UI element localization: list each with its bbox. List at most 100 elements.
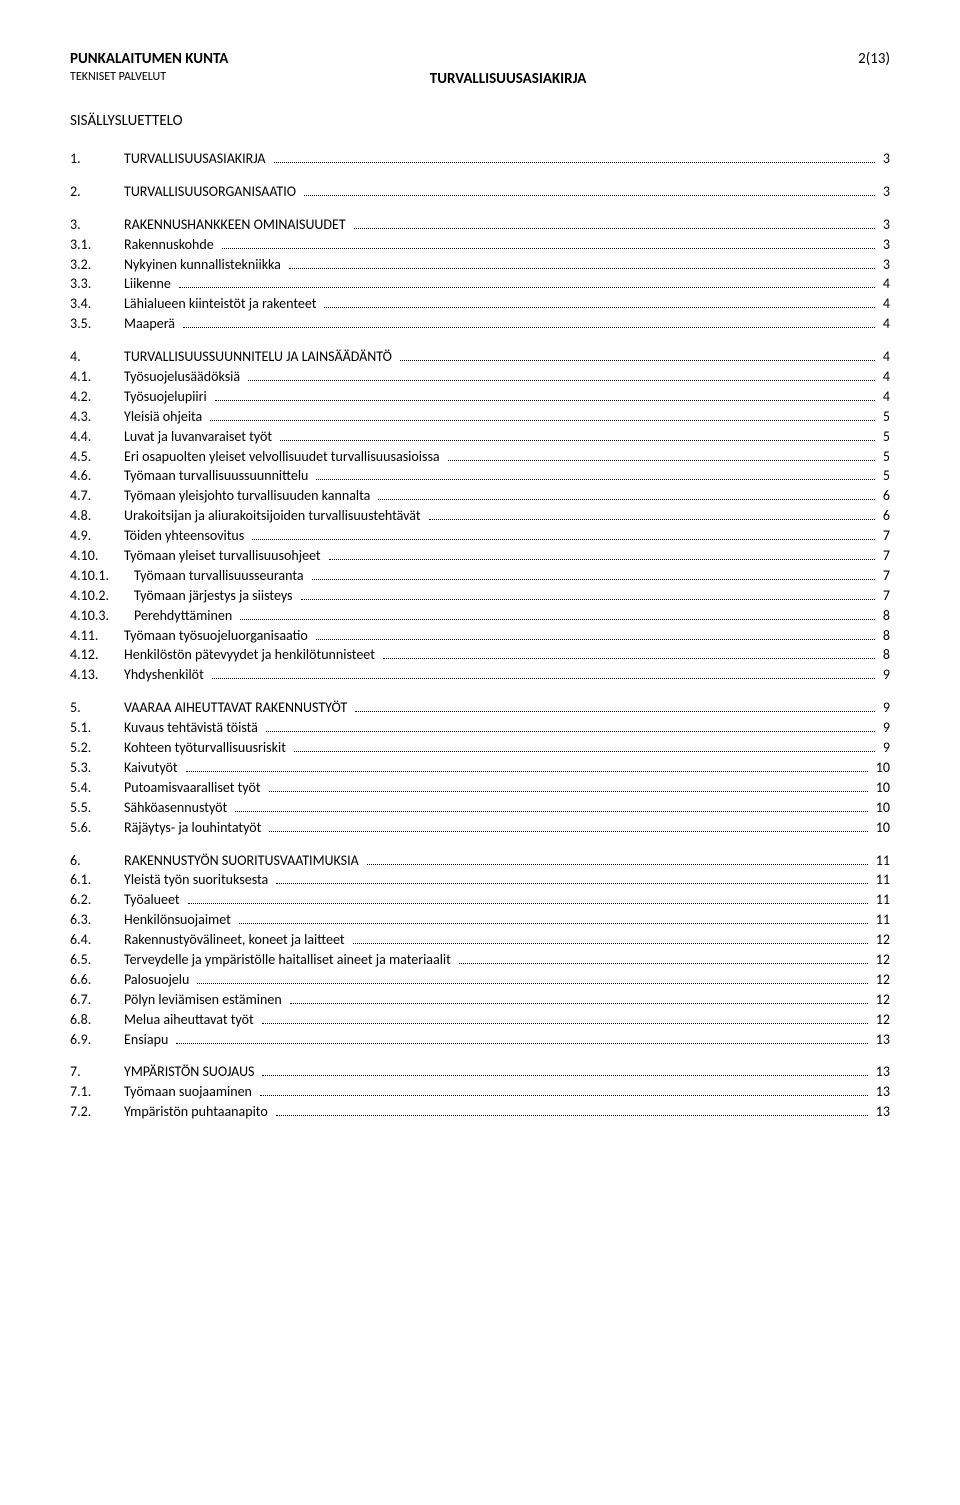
toc-entry-text: Työmaan turvallisuusseuranta xyxy=(134,567,308,586)
toc-entry-number: 6.8. xyxy=(70,1011,124,1030)
toc-entry-page: 7 xyxy=(879,567,890,586)
toc-entry-page: 3 xyxy=(879,216,890,235)
toc-entry-dots xyxy=(262,1023,868,1024)
toc-entry: 4.11.Työmaan työsuojeluorganisaatio8 xyxy=(70,627,890,646)
toc-entry-number: 3. xyxy=(70,216,124,235)
toc-entry-page: 5 xyxy=(879,467,890,486)
toc-entry-dots xyxy=(215,400,875,401)
header-doc-title: TURVALLISUUSASIAKIRJA xyxy=(166,70,850,88)
toc-entry-dots xyxy=(179,287,875,288)
toc-entry-dots xyxy=(353,943,868,944)
toc-entry-number: 5.4. xyxy=(70,779,124,798)
toc-entry: 3.RAKENNUSHANKKEEN OMINAISUUDET 3 xyxy=(70,216,890,235)
toc-entry: 6.3.Henkilönsuojaimet 11 xyxy=(70,911,890,930)
toc-entry-page: 4 xyxy=(879,315,890,334)
toc-entry-page: 10 xyxy=(872,779,890,798)
toc-entry-number: 3.3. xyxy=(70,275,124,294)
toc-entry-number: 7.2. xyxy=(70,1103,124,1122)
toc-entry-number: 3.4. xyxy=(70,295,124,314)
toc-entry-number: 6. xyxy=(70,852,124,871)
toc-entry-dots xyxy=(329,559,875,560)
toc-entry-number: 4.10.3. xyxy=(70,607,134,626)
toc-entry-number: 3.5. xyxy=(70,315,124,334)
toc-entry-dots xyxy=(276,1115,868,1116)
toc-group: 2.TURVALLISUUSORGANISAATIO3 xyxy=(70,183,890,202)
toc-entry-page: 3 xyxy=(879,256,890,275)
toc-entry-dots xyxy=(459,963,868,964)
toc-entry-dots xyxy=(429,519,875,520)
toc-group: 4.TURVALLISUUSSUUNNITELU JA LAINSÄÄDÄNTÖ… xyxy=(70,348,890,685)
toc-entry-dots xyxy=(301,599,875,600)
toc-entry: 7.2.Ympäristön puhtaanapito13 xyxy=(70,1103,890,1122)
toc-entry-page: 8 xyxy=(879,607,890,626)
toc-entry: 4.7.Työmaan yleisjohto turvallisuuden ka… xyxy=(70,487,890,506)
toc-entry-text: Lähialueen kiinteistöt ja rakenteet xyxy=(124,295,320,314)
toc-entry: 5.VAARAA AIHEUTTAVAT RAKENNUSTYÖT9 xyxy=(70,699,890,718)
toc-entry-dots xyxy=(222,248,875,249)
toc-entry: 6.2.Työalueet11 xyxy=(70,891,890,910)
toc-entry-text: Palosuojelu xyxy=(124,971,193,990)
toc-entry-page: 11 xyxy=(872,871,890,890)
toc-entry: 3.2.Nykyinen kunnallistekniikka3 xyxy=(70,256,890,275)
toc-entry-text: Henkilönsuojaimet xyxy=(124,911,235,930)
toc-entry: 4.6.Työmaan turvallisuussuunnittelu5 xyxy=(70,467,890,486)
toc-entry-number: 6.3. xyxy=(70,911,124,930)
toc-entry: 7.1.Työmaan suojaaminen13 xyxy=(70,1083,890,1102)
toc-entry: 5.3.Kaivutyöt10 xyxy=(70,759,890,778)
toc-entry: 5.5.Sähköasennustyöt10 xyxy=(70,799,890,818)
toc-entry-text: RAKENNUSHANKKEEN OMINAISUUDET xyxy=(124,216,350,235)
toc-entry-page: 12 xyxy=(872,1011,890,1030)
toc-entry-text: Työsuojelupiiri xyxy=(124,388,211,407)
toc-entry-dots xyxy=(383,658,875,659)
toc-entry-number: 4.11. xyxy=(70,627,124,646)
toc-entry: 4.1.Työsuojelusäädöksiä4 xyxy=(70,368,890,387)
toc-entry-number: 5.1. xyxy=(70,719,124,738)
toc-entry-text: Urakoitsijan ja aliurakoitsijoiden turva… xyxy=(124,507,425,526)
toc-entry-number: 7.1. xyxy=(70,1083,124,1102)
toc-entry: 3.1.Rakennuskohde3 xyxy=(70,236,890,255)
toc-entry-number: 5. xyxy=(70,699,124,718)
toc-entry: 4.2.Työsuojelupiiri4 xyxy=(70,388,890,407)
toc-entry: 4.5.Eri osapuolten yleiset velvollisuude… xyxy=(70,448,890,467)
toc-entry-text: YMPÄRISTÖN SUOJAUS xyxy=(124,1063,258,1082)
toc-entry-number: 1. xyxy=(70,150,124,169)
toc-entry-dots xyxy=(252,539,875,540)
toc-entry-text: Eri osapuolten yleiset velvollisuudet tu… xyxy=(124,448,444,467)
toc-entry-text: Työmaan suojaaminen xyxy=(124,1083,256,1102)
toc-entry-text: Rakennuskohde xyxy=(124,236,218,255)
toc-entry: 6.1.Yleistä työn suorituksesta11 xyxy=(70,871,890,890)
toc-entry-dots xyxy=(367,864,868,865)
toc-entry-dots xyxy=(239,923,868,924)
toc-entry: 4.10.1.Työmaan turvallisuusseuranta7 xyxy=(70,567,890,586)
toc-entry-page: 12 xyxy=(872,971,890,990)
toc-entry-dots xyxy=(186,771,868,772)
toc-entry-page: 8 xyxy=(879,646,890,665)
toc-entry-dots xyxy=(312,579,875,580)
header-page-info: 2(13) xyxy=(858,50,890,68)
toc-entry-page: 4 xyxy=(879,275,890,294)
toc-entry-dots xyxy=(378,499,875,500)
toc-entry-number: 4.10.2. xyxy=(70,587,134,606)
toc-entry-number: 3.2. xyxy=(70,256,124,275)
toc-entry-text: TURVALLISUUSSUUNNITELU JA LAINSÄÄDÄNTÖ xyxy=(124,348,396,367)
toc-entry-text: Yleistä työn suorituksesta xyxy=(124,871,272,890)
toc-entry-number: 4.10. xyxy=(70,547,124,566)
toc-entry-page: 4 xyxy=(879,368,890,387)
toc-entry: 4.10.3.Perehdyttäminen 8 xyxy=(70,607,890,626)
toc-entry-dots xyxy=(304,195,875,196)
toc-entry-page: 10 xyxy=(872,759,890,778)
toc-entry: 4.4.Luvat ja luvanvaraiset työt5 xyxy=(70,428,890,447)
toc-entry-text: Perehdyttäminen xyxy=(134,607,236,626)
toc-entry-text: Työmaan yleiset turvallisuusohjeet xyxy=(124,547,325,566)
toc-group: 7.YMPÄRISTÖN SUOJAUS137.1.Työmaan suojaa… xyxy=(70,1063,890,1122)
toc-entry-number: 4.8. xyxy=(70,507,124,526)
toc-entry: 6.RAKENNUSTYÖN SUORITUSVAATIMUKSIA11 xyxy=(70,852,890,871)
toc-entry-number: 4.12. xyxy=(70,646,124,665)
toc-entry: 4.12.Henkilöstön pätevyydet ja henkilötu… xyxy=(70,646,890,665)
toc-entry: 1.TURVALLISUUSASIAKIRJA3 xyxy=(70,150,890,169)
toc-entry-text: Työsuojelusäädöksiä xyxy=(124,368,244,387)
toc-entry-text: VAARAA AIHEUTTAVAT RAKENNUSTYÖT xyxy=(124,699,351,718)
toc-entry-page: 5 xyxy=(879,428,890,447)
toc-entry-page: 11 xyxy=(872,911,890,930)
toc-entry-dots xyxy=(400,360,875,361)
